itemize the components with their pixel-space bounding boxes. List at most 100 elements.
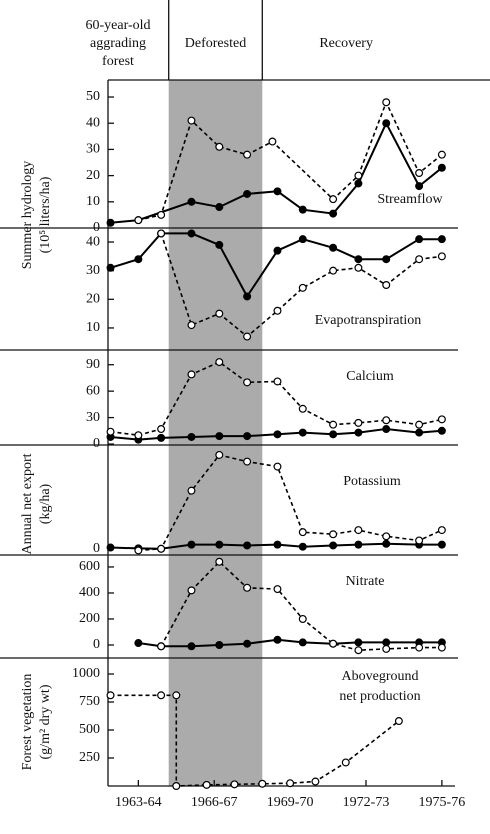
data-point bbox=[382, 98, 391, 107]
data-point bbox=[243, 457, 252, 466]
data-point bbox=[354, 418, 363, 427]
series-line bbox=[138, 454, 443, 552]
y-tick-label: 30 bbox=[86, 410, 100, 425]
x-tick-label: 1969-70 bbox=[267, 795, 314, 810]
data-point bbox=[187, 486, 196, 495]
data-point bbox=[273, 462, 282, 471]
data-point bbox=[382, 532, 391, 541]
data-point bbox=[329, 420, 338, 429]
data-point bbox=[215, 557, 224, 566]
data-point bbox=[437, 415, 446, 424]
data-point bbox=[415, 420, 424, 429]
data-point bbox=[134, 255, 143, 264]
data-point bbox=[415, 643, 424, 652]
series-line bbox=[160, 233, 442, 338]
data-point bbox=[415, 428, 424, 437]
data-point bbox=[157, 210, 166, 219]
data-point bbox=[187, 116, 196, 125]
data-point bbox=[215, 309, 224, 318]
data-point bbox=[243, 432, 252, 441]
series-annotation: Potassium bbox=[343, 474, 401, 489]
data-point bbox=[243, 378, 252, 387]
data-point bbox=[215, 432, 224, 441]
data-point bbox=[258, 779, 267, 788]
y-tick-label: 200 bbox=[79, 611, 100, 626]
series-annotation: Evapotranspiration bbox=[315, 313, 422, 328]
data-point bbox=[187, 370, 196, 379]
y-axis-title: (10⁵ liters/ha) bbox=[38, 176, 53, 253]
data-point bbox=[172, 691, 181, 700]
data-point bbox=[268, 137, 277, 146]
data-point bbox=[273, 246, 282, 255]
data-point bbox=[415, 255, 424, 264]
data-point bbox=[134, 546, 143, 555]
data-point bbox=[382, 280, 391, 289]
data-point bbox=[134, 216, 143, 225]
data-point bbox=[329, 209, 338, 218]
data-point bbox=[187, 229, 196, 238]
data-point bbox=[354, 526, 363, 535]
data-point bbox=[382, 425, 391, 434]
series-annotation: Calcium bbox=[346, 369, 394, 384]
data-point bbox=[273, 430, 282, 439]
y-tick-label: 250 bbox=[79, 750, 100, 765]
y-tick-label: 400 bbox=[79, 585, 100, 600]
data-point bbox=[437, 643, 446, 652]
y-tick-label: 20 bbox=[86, 292, 100, 307]
data-point bbox=[298, 205, 307, 214]
data-point bbox=[172, 781, 181, 790]
data-point bbox=[354, 263, 363, 272]
y-tick-label: 0 bbox=[93, 637, 100, 652]
y-tick-label: 30 bbox=[86, 142, 100, 157]
data-point bbox=[329, 639, 338, 648]
data-point bbox=[106, 218, 115, 227]
y-tick-label: 750 bbox=[79, 694, 100, 709]
data-point bbox=[202, 780, 211, 789]
header-label: Deforested bbox=[185, 36, 246, 51]
data-point bbox=[311, 777, 320, 786]
series-annotation: Streamflow bbox=[377, 192, 443, 207]
data-point bbox=[415, 168, 424, 177]
data-point bbox=[437, 235, 446, 244]
header-label: Recovery bbox=[319, 36, 373, 51]
data-point bbox=[298, 542, 307, 551]
data-point bbox=[273, 377, 282, 386]
data-point bbox=[286, 779, 295, 788]
data-point bbox=[215, 240, 224, 249]
data-point bbox=[243, 639, 252, 648]
series-line bbox=[110, 232, 442, 299]
data-point bbox=[382, 539, 391, 548]
x-tick-label: 1963-64 bbox=[115, 795, 162, 810]
data-point bbox=[382, 638, 391, 647]
data-point bbox=[298, 528, 307, 537]
data-point bbox=[437, 150, 446, 159]
data-point bbox=[157, 229, 166, 238]
data-point bbox=[437, 163, 446, 172]
data-point bbox=[243, 189, 252, 198]
data-point bbox=[354, 171, 363, 180]
data-point bbox=[273, 585, 282, 594]
data-point bbox=[215, 358, 224, 367]
y-tick-label: 40 bbox=[86, 234, 100, 249]
data-point bbox=[382, 255, 391, 264]
data-point bbox=[382, 416, 391, 425]
data-point bbox=[298, 428, 307, 437]
data-point bbox=[415, 235, 424, 244]
data-point bbox=[157, 433, 166, 442]
data-point bbox=[243, 332, 252, 341]
data-point bbox=[382, 119, 391, 128]
data-point bbox=[243, 292, 252, 301]
data-point bbox=[273, 306, 282, 315]
data-point bbox=[354, 179, 363, 188]
y-tick-label: 0 bbox=[93, 220, 100, 235]
data-point bbox=[329, 266, 338, 275]
y-tick-label: 1000 bbox=[72, 666, 100, 681]
x-tick-label: 1966-67 bbox=[191, 795, 238, 810]
data-point bbox=[230, 780, 239, 789]
data-point bbox=[437, 526, 446, 535]
series-annotation: net production bbox=[339, 689, 420, 704]
data-point bbox=[437, 426, 446, 435]
y-tick-label: 50 bbox=[86, 89, 100, 104]
data-point bbox=[394, 717, 403, 726]
